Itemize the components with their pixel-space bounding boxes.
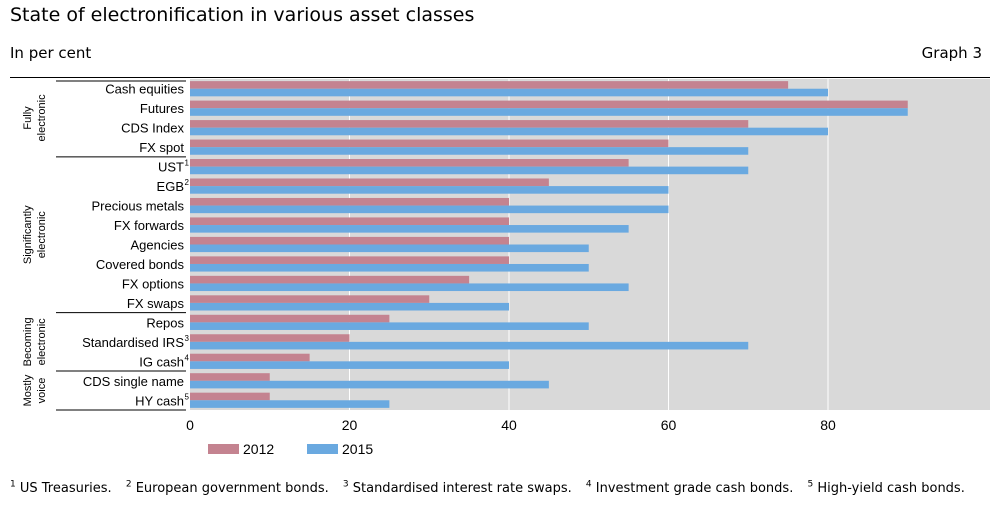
category-label: HY cash: [135, 393, 184, 408]
category-label: FX swaps: [127, 296, 185, 311]
footnote-4: 4 Investment grade cash bonds.: [585, 480, 794, 497]
category-label: UST: [158, 160, 184, 175]
category-label: Agencies: [131, 238, 185, 253]
bar-2012-16: [190, 392, 270, 401]
bar-2012-0: [190, 81, 789, 89]
group-label: Significantly: [22, 205, 34, 264]
bar-chart: Cash equities Futures CDS Index FX spot UST 1…: [22, 79, 990, 457]
footnote-text: European government bonds.: [131, 481, 329, 497]
bar-2012-10: [190, 275, 470, 284]
bar-2015-5: [190, 186, 669, 194]
footnote-number: 1: [10, 480, 16, 490]
footnotes: 1 US Treasuries. 2 European government b…: [10, 476, 990, 498]
group-label: Becoming: [22, 317, 34, 366]
footnote-text: Standardised interest rate swaps.: [348, 481, 572, 497]
category-label: Futures: [140, 101, 185, 116]
category-label: FX options: [122, 276, 185, 291]
footnote-number: 3: [342, 480, 349, 490]
bar-2012-6: [190, 197, 509, 206]
x-tick-label: 20: [342, 417, 358, 433]
footnote-number: 5: [807, 480, 814, 490]
category-superscript: 2: [185, 178, 190, 187]
category-label: FX spot: [139, 140, 184, 155]
category-label: Covered bonds: [96, 257, 185, 272]
bar-2012-5: [190, 178, 549, 187]
chart-subtitle: In per cent: [10, 44, 92, 62]
category-label: Standardised IRS: [82, 335, 184, 350]
group-label: electronic: [36, 318, 48, 366]
bar-2012-3: [190, 139, 669, 148]
x-tick-label: 80: [820, 417, 836, 433]
bar-2015-10: [190, 283, 629, 292]
bar-2015-16: [190, 400, 390, 408]
bar-2012-8: [190, 236, 509, 245]
category-superscript: 3: [185, 334, 190, 343]
category-label: Repos: [146, 315, 184, 330]
graph-number: Graph 3: [921, 44, 982, 62]
legend-swatch-2015: [307, 444, 338, 454]
bar-2015-2: [190, 127, 828, 136]
legend-label-2015: 2015: [342, 441, 373, 457]
bar-2012-15: [190, 373, 270, 381]
x-tick-label: 60: [661, 417, 677, 433]
chart-title: State of electronification in various as…: [10, 4, 475, 26]
footnote-text: Investment grade cash bonds.: [591, 481, 794, 497]
footnote-3: 3 Standardised interest rate swaps.: [342, 480, 572, 497]
bar-2012-1: [190, 100, 908, 109]
bar-2015-8: [190, 244, 589, 253]
x-tick-label: 40: [501, 417, 517, 433]
category-label: CDS Index: [121, 121, 184, 136]
footnote-1: 1 US Treasuries.: [10, 480, 112, 497]
header-rule: [10, 77, 990, 78]
category-superscript: 5: [185, 392, 190, 401]
bar-2015-0: [190, 88, 828, 97]
bar-2012-11: [190, 295, 430, 303]
group-label: Fully: [22, 106, 34, 130]
bar-2012-14: [190, 353, 310, 362]
category-label: Cash equities: [105, 82, 184, 97]
category-label: FX forwards: [114, 218, 185, 233]
x-tick-label: 0: [186, 417, 194, 433]
bar-2015-7: [190, 225, 629, 233]
footnote-5: 5 High-yield cash bonds.: [807, 480, 965, 497]
category-label: Precious metals: [92, 199, 185, 214]
bar-2015-9: [190, 263, 589, 272]
category-superscript: 4: [185, 353, 190, 362]
bar-2015-3: [190, 147, 749, 155]
group-label: electronic: [36, 211, 48, 259]
bar-2015-11: [190, 302, 509, 311]
footnote-2: 2 European government bonds.: [125, 480, 329, 497]
category-label: IG cash: [139, 354, 184, 369]
bar-2015-6: [190, 205, 669, 214]
bar-2012-7: [190, 217, 509, 226]
footnote-number: 2: [125, 480, 132, 490]
bar-2015-4: [190, 166, 749, 175]
footnote-number: 4: [585, 480, 592, 490]
legend-label-2012: 2012: [243, 441, 274, 457]
footnote-text: High-yield cash bonds.: [813, 481, 965, 497]
group-label: Mostly: [22, 374, 34, 406]
group-label: voice: [36, 378, 48, 404]
bar-2015-14: [190, 361, 509, 369]
bar-2015-15: [190, 380, 549, 389]
category-superscript: 1: [185, 159, 190, 168]
group-label: electronic: [36, 94, 48, 142]
legend-swatch-2012: [208, 444, 239, 454]
bar-2012-4: [190, 159, 629, 167]
category-label: CDS single name: [83, 374, 184, 389]
footnote-text: US Treasuries.: [15, 481, 112, 497]
bar-2012-13: [190, 334, 350, 342]
bar-2012-2: [190, 120, 749, 128]
bar-2015-13: [190, 341, 749, 350]
bar-2015-1: [190, 108, 908, 116]
bar-2015-12: [190, 322, 589, 330]
bar-2012-9: [190, 256, 509, 264]
category-label: EGB: [157, 179, 184, 194]
bar-2012-12: [190, 314, 390, 323]
